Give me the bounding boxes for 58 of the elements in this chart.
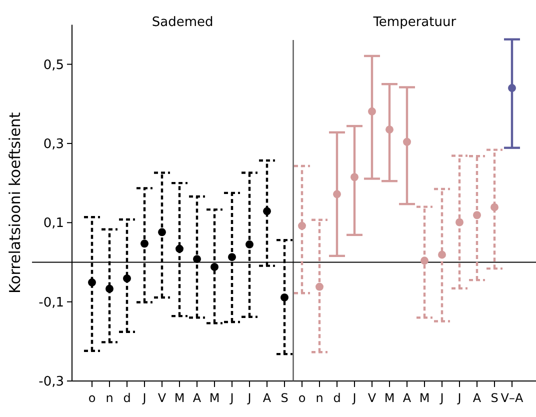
x-tick-label: J — [142, 391, 146, 405]
x-tick-label: A — [262, 391, 272, 405]
point — [350, 173, 358, 182]
point — [140, 240, 148, 248]
x-tick-label: M — [384, 391, 395, 405]
x-tick-label: d — [333, 391, 341, 405]
x-tick-label: J — [246, 391, 252, 405]
point — [456, 218, 464, 226]
x-tick-label: n — [316, 391, 324, 405]
x-tick-label: J — [456, 391, 462, 405]
y-tick-label: 0,1 — [43, 216, 64, 232]
x-tick-label: o — [88, 391, 96, 405]
x-tick-label: V — [368, 391, 377, 405]
y-tick-label: 0,5 — [43, 58, 64, 73]
point — [403, 138, 411, 146]
point — [316, 282, 324, 291]
point — [438, 250, 446, 259]
x-tick-label: M — [174, 391, 185, 405]
x-tick-label: S — [490, 391, 498, 405]
x-tick-label: M — [209, 391, 220, 405]
point — [88, 278, 96, 286]
point — [158, 228, 166, 236]
y-axis-title: Korrelatsiooni koeftsient — [6, 112, 24, 294]
x-tick-label: A — [192, 391, 202, 405]
x-tick-label: J — [352, 391, 356, 405]
x-tick-label: V — [158, 391, 167, 405]
point — [508, 84, 516, 92]
x-tick-label: A — [402, 391, 412, 405]
x-tick-label: M — [419, 391, 430, 405]
x-tick-label: A — [472, 391, 482, 405]
y-tick-label: -0,1 — [38, 295, 64, 310]
x-tick-label: o — [298, 391, 306, 405]
y-tick-label: -0,3 — [38, 374, 64, 390]
point — [490, 203, 498, 212]
point — [228, 253, 236, 262]
point — [473, 211, 481, 220]
x-tick-label: V–A — [500, 391, 524, 405]
point — [420, 256, 428, 265]
y-tick-label: 0,3 — [43, 137, 64, 152]
point — [246, 240, 254, 248]
point — [386, 126, 394, 134]
x-tick-label: S — [280, 391, 288, 405]
x-tick-label: J — [439, 391, 444, 405]
x-tick-label: n — [106, 391, 114, 405]
annotation: Temperatuur — [372, 15, 457, 30]
point — [193, 255, 201, 264]
x-tick-label: J — [229, 391, 234, 405]
point — [333, 190, 341, 198]
point — [106, 284, 114, 293]
point — [176, 244, 184, 253]
x-tick-label: d — [123, 391, 131, 405]
point — [368, 107, 376, 116]
point — [280, 293, 288, 302]
point — [210, 263, 218, 271]
point — [263, 207, 271, 216]
point — [123, 274, 131, 282]
point — [298, 222, 306, 230]
annotation: Sademed — [152, 15, 214, 30]
